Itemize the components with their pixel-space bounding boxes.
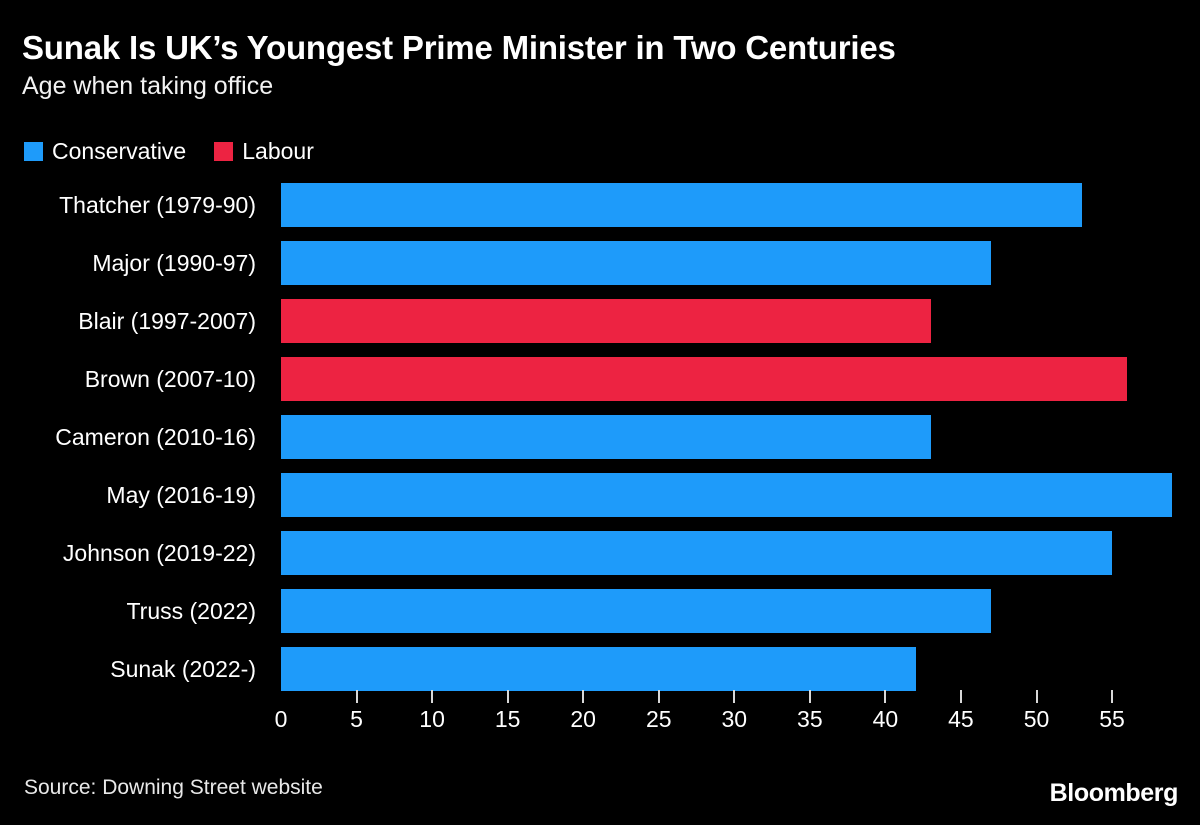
- axis-tick: [355, 690, 358, 703]
- legend-item-labour[interactable]: Labour: [214, 140, 314, 163]
- axis-tick: [657, 690, 660, 703]
- chart-row: May (2016-19): [0, 466, 1200, 524]
- chart-subtitle: Age when taking office: [22, 72, 274, 100]
- square-swatch-icon: [214, 142, 234, 161]
- chart-row: Brown (2007-10): [0, 350, 1200, 408]
- axis-tick-label: 35: [797, 706, 823, 732]
- legend-item-conservative[interactable]: Conservative: [24, 140, 186, 163]
- bar-johnson[interactable]: [281, 531, 1113, 575]
- chart-row: Thatcher (1979-90): [0, 176, 1200, 234]
- category-label: Johnson (2019-22): [62, 539, 256, 566]
- bloomberg-logo: Bloomberg: [1049, 779, 1179, 807]
- square-swatch-icon: [24, 142, 43, 161]
- legend-item-label: Conservative: [52, 138, 187, 164]
- category-label: Blair (1997-2007): [78, 307, 256, 334]
- legend-item-label: Labour: [242, 138, 314, 164]
- bar-thatcher[interactable]: [281, 183, 1082, 227]
- chart-header: Sunak Is UK’s Youngest Prime Minister in…: [22, 28, 1182, 102]
- axis-tick-label: 20: [570, 706, 596, 732]
- axis-tick-label: 55: [1099, 706, 1125, 732]
- chart-row: Johnson (2019-22): [0, 524, 1200, 582]
- category-label: Truss (2022): [126, 597, 256, 624]
- axis-tick-label: 45: [948, 706, 974, 732]
- category-label: Cameron (2010-16): [55, 423, 256, 450]
- axis-tick: [582, 690, 585, 703]
- axis-tick-label: 25: [645, 706, 672, 732]
- bar-cameron[interactable]: [281, 415, 931, 459]
- axis-tick: [1035, 690, 1038, 703]
- page-title: Sunak Is UK’s Youngest Prime Minister in…: [22, 29, 896, 66]
- bar-truss[interactable]: [281, 589, 992, 633]
- axis-tick: [733, 690, 736, 703]
- axis-tick-label: 15: [494, 706, 521, 732]
- chart-row: Cameron (2010-16): [0, 408, 1200, 466]
- category-label: Sunak (2022-): [110, 655, 256, 682]
- axis-tick: [506, 690, 509, 703]
- axis-tick-label: 50: [1023, 706, 1050, 732]
- axis-tick: [431, 690, 434, 703]
- chart-legend: Conservative Labour: [24, 140, 314, 163]
- chart-row: Major (1990-97): [0, 234, 1200, 292]
- x-axis: 0 5 10 15 20 25 30 35 40 45 50 55: [0, 690, 1200, 750]
- bar-may[interactable]: [281, 473, 1173, 517]
- axis-tick: [959, 690, 962, 703]
- axis-tick-label: 5: [350, 706, 363, 732]
- bar-brown[interactable]: [281, 357, 1128, 401]
- chart-row: Blair (1997-2007): [0, 292, 1200, 350]
- axis-tick-label: 40: [872, 706, 899, 732]
- axis-tick: [808, 690, 811, 703]
- axis-tick-label: 30: [721, 706, 748, 732]
- axis-tick-label: 0: [274, 706, 288, 732]
- category-label: Brown (2007-10): [84, 365, 256, 392]
- source-note: Source: Downing Street website: [24, 776, 323, 799]
- bar-sunak[interactable]: [281, 647, 916, 691]
- bar-blair[interactable]: [281, 299, 931, 343]
- axis-tick: [884, 690, 887, 703]
- axis-tick: [1111, 690, 1114, 703]
- chart-row: Sunak (2022-): [0, 640, 1200, 698]
- plot-area: Thatcher (1979-90) Major (1990-97) Blair (…: [0, 176, 1200, 696]
- category-label: Thatcher (1979-90): [59, 191, 256, 218]
- chart-row: Truss (2022): [0, 582, 1200, 640]
- bar-major[interactable]: [281, 241, 992, 285]
- category-label: May (2016-19): [106, 481, 256, 508]
- category-label: Major (1990-97): [92, 249, 256, 276]
- axis-tick-label: 10: [419, 706, 445, 732]
